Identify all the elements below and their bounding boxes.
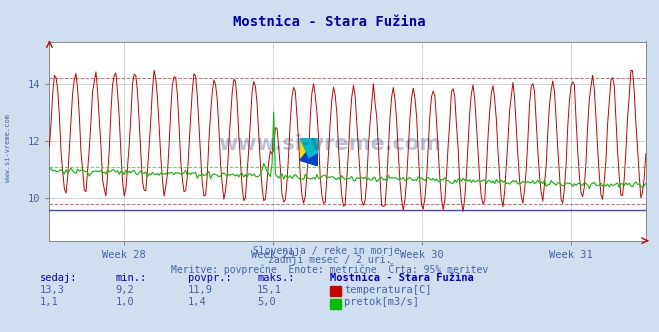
Text: maks.:: maks.:: [257, 273, 295, 283]
Text: temperatura[C]: temperatura[C]: [344, 285, 432, 295]
Text: pretok[m3/s]: pretok[m3/s]: [344, 297, 419, 307]
Text: Slovenija / reke in morje.: Slovenija / reke in morje.: [253, 246, 406, 256]
Polygon shape: [300, 138, 318, 160]
Text: Meritve: povprečne  Enote: metrične  Črta: 95% meritev: Meritve: povprečne Enote: metrične Črta:…: [171, 263, 488, 275]
Text: 5,0: 5,0: [257, 297, 275, 307]
Text: 1,4: 1,4: [188, 297, 206, 307]
Text: min.:: min.:: [115, 273, 146, 283]
Text: Mostnica - Stara Fužina: Mostnica - Stara Fužina: [233, 15, 426, 29]
Text: 1,1: 1,1: [40, 297, 58, 307]
Polygon shape: [300, 138, 318, 157]
Text: www.si-vreme.com: www.si-vreme.com: [218, 134, 441, 154]
Text: 9,2: 9,2: [115, 285, 134, 295]
Polygon shape: [300, 138, 318, 166]
Text: 11,9: 11,9: [188, 285, 213, 295]
Text: Mostnica - Stara Fužina: Mostnica - Stara Fužina: [330, 273, 473, 283]
Text: 15,1: 15,1: [257, 285, 282, 295]
Text: zadnji mesec / 2 uri.: zadnji mesec / 2 uri.: [268, 255, 391, 265]
Text: 13,3: 13,3: [40, 285, 65, 295]
Text: www.si-vreme.com: www.si-vreme.com: [5, 114, 11, 182]
Text: 1,0: 1,0: [115, 297, 134, 307]
Text: sedaj:: sedaj:: [40, 273, 77, 283]
Text: povpr.:: povpr.:: [188, 273, 231, 283]
